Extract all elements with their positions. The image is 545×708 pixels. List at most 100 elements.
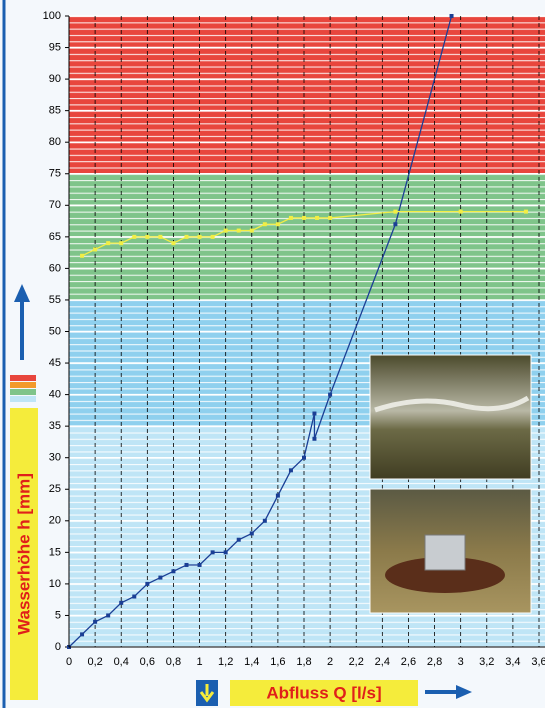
- x-tick-label: 0,6: [140, 656, 155, 668]
- point: [106, 613, 111, 618]
- arrow: [14, 284, 30, 302]
- y-tick-label: 90: [49, 73, 61, 85]
- x-tick-label: 3,6: [531, 656, 545, 668]
- y-tick-label: 85: [49, 105, 61, 117]
- x-tick-label: 3,2: [479, 656, 494, 668]
- point: [236, 228, 241, 233]
- x-tick-label: 2,4: [375, 656, 390, 668]
- photo-detail: [424, 534, 466, 571]
- x-tick-label: 0,2: [87, 656, 102, 668]
- photos: [369, 354, 532, 614]
- point: [171, 241, 176, 246]
- point: [171, 569, 176, 574]
- point: [302, 215, 306, 220]
- y-tick-label: 20: [49, 515, 61, 527]
- point: [328, 215, 333, 220]
- point: [223, 228, 228, 233]
- point: [210, 234, 215, 239]
- point: [249, 531, 254, 536]
- x-tick-label: 1,4: [244, 656, 259, 668]
- y-axis-label-group: Wasserhöhe h [mm]: [10, 284, 38, 700]
- point: [312, 436, 317, 441]
- arrow: [199, 684, 215, 703]
- x-axis-label: Abfluss Q [l/s]: [266, 683, 381, 702]
- point: [288, 468, 293, 473]
- point: [93, 619, 98, 624]
- point: [197, 562, 202, 567]
- x-tick-label: 0,8: [166, 656, 181, 668]
- x-tick-label: 2,2: [349, 656, 364, 668]
- point: [119, 241, 124, 246]
- photo-detail: [374, 395, 530, 413]
- x-tick-label: 3,4: [505, 656, 520, 668]
- point: [132, 234, 137, 239]
- x-tick-label: 0: [66, 656, 72, 668]
- series-line: [68, 15, 453, 648]
- point: [119, 600, 124, 605]
- point: [210, 550, 215, 555]
- point: [249, 228, 254, 233]
- y-tick-label: 25: [49, 483, 61, 495]
- label-box: [10, 408, 38, 700]
- y-tick-label: 30: [49, 452, 61, 464]
- point: [184, 562, 189, 567]
- point: [288, 215, 293, 220]
- point: [458, 209, 463, 214]
- x-tick-label: 2: [327, 656, 333, 668]
- point: [275, 222, 280, 227]
- point: [262, 222, 267, 227]
- x-tick-label: 1: [196, 656, 202, 668]
- legend-swatch: [10, 375, 36, 381]
- point: [197, 234, 202, 239]
- point: [328, 392, 333, 397]
- x-tick-label: 1,6: [270, 656, 285, 668]
- point: [80, 253, 85, 258]
- photo: [369, 354, 532, 480]
- y-tick-label: 65: [49, 231, 61, 243]
- point: [236, 537, 241, 542]
- y-tick-label: 45: [49, 357, 61, 369]
- legend-swatch: [10, 382, 36, 388]
- y-axis-label: Wasserhöhe h [mm]: [14, 473, 33, 635]
- point: [223, 550, 228, 555]
- x-tick-label: 2,8: [427, 656, 442, 668]
- point: [302, 455, 306, 460]
- point: [315, 215, 320, 220]
- point: [312, 411, 317, 416]
- y-tick-label: 15: [49, 546, 61, 558]
- y-tick-label: 100: [43, 10, 61, 22]
- y-tick-label: 10: [49, 578, 61, 590]
- label-box: [230, 680, 418, 706]
- x-tick-label: 0,4: [114, 656, 129, 668]
- y-tick-label: 5: [55, 609, 61, 621]
- x-tick-label: 1,2: [218, 656, 233, 668]
- point: [184, 234, 189, 239]
- y-tick-label: 80: [49, 136, 61, 148]
- x-tick-label: 2,6: [401, 656, 416, 668]
- legend-swatch: [10, 396, 36, 402]
- x-axis-label-group: Abfluss Q [l/s]: [196, 680, 472, 706]
- y-tick-label: 40: [49, 389, 61, 401]
- point: [523, 209, 528, 214]
- y-tick-label: 75: [49, 168, 61, 180]
- point: [80, 632, 85, 637]
- point: [132, 594, 137, 599]
- point: [262, 518, 267, 523]
- point: [158, 575, 163, 580]
- photo-detail: [385, 557, 505, 593]
- point: [145, 581, 150, 586]
- arrow: [456, 685, 472, 699]
- point: [393, 222, 398, 227]
- point: [93, 247, 98, 252]
- legend-swatch: [10, 389, 36, 395]
- y-tick-label: 55: [49, 294, 61, 306]
- point: [393, 209, 398, 214]
- x-tick-label: 1,8: [296, 656, 311, 668]
- y-tick-label: 35: [49, 420, 61, 432]
- y-tick-label: 60: [49, 262, 61, 274]
- point: [158, 234, 163, 239]
- point: [275, 493, 280, 498]
- y-tick-label: 70: [49, 199, 61, 211]
- y-tick-label: 0: [55, 641, 61, 653]
